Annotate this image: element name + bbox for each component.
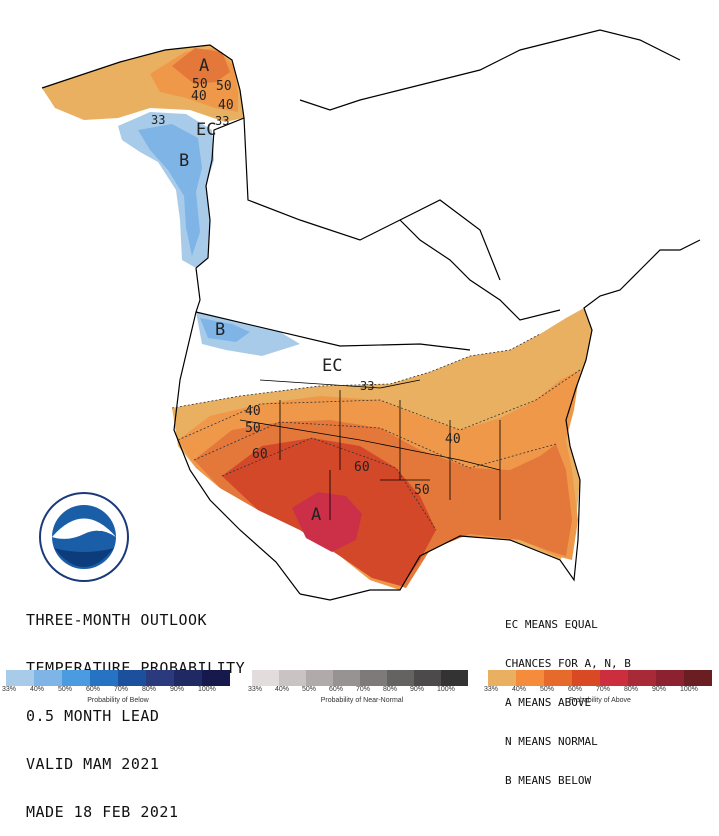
key-line: CHANCES FOR A, N, B [505, 657, 631, 670]
scale-tick: 90% [410, 686, 425, 693]
scale-swatch [572, 670, 600, 686]
conus-60-west-label: 60 [252, 447, 268, 462]
scale-tick: 33% [2, 686, 17, 693]
scale-swatch [360, 670, 387, 686]
scale-tick: 100% [437, 686, 455, 693]
scale-tick: 50% [540, 686, 555, 693]
scale-tick: 70% [114, 686, 129, 693]
conus-40-west-label: 40 [245, 404, 261, 419]
alaska-40b-label: 40 [218, 98, 234, 113]
conus-ec-label: EC [322, 356, 342, 376]
title-line: THREE-MONTH OUTLOOK [26, 611, 208, 629]
key-line: A MEANS ABOVE [505, 696, 592, 709]
category-key: EC MEANS EQUAL CHANCES FOR A, N, B A MEA… [505, 592, 631, 800]
scale-swatch [414, 670, 441, 686]
scale-swatch [684, 670, 712, 686]
scale-tick: 50% [302, 686, 317, 693]
scale-swatch [656, 670, 684, 686]
above-scale-ticks: 33% 40% 50% 60% 70% 80% 90% 100% [484, 686, 708, 693]
scale-tick: 40% [30, 686, 45, 693]
scale-tick: 60% [86, 686, 101, 693]
key-line: N MEANS NORMAL [505, 735, 598, 748]
conus-50-west-label: 50 [245, 421, 261, 436]
alaska-50b-label: 50 [216, 79, 232, 94]
scale-swatch [174, 670, 202, 686]
scale-swatch [62, 670, 90, 686]
boundary-lines [41, 29, 701, 601]
key-line: B MEANS BELOW [505, 774, 592, 787]
scale-swatch [628, 670, 656, 686]
scale-tick: 100% [680, 686, 698, 693]
scale-swatch [34, 670, 62, 686]
scale-swatch [90, 670, 118, 686]
alaska-33b-label: 33 [215, 114, 229, 128]
near-normal-scale-ticks: 33% 40% 50% 60% 70% 80% 90% 100% [248, 686, 464, 693]
conus-60-central-label: 60 [354, 460, 370, 475]
alaska-ec-label: EC [196, 120, 216, 140]
outlook-map: A 50 50 40 40 33 33 EC B B EC 33 40 40 5… [39, 29, 701, 601]
alaska-above-50-area [172, 48, 230, 84]
scale-tick: 60% [568, 686, 583, 693]
scale-tick: 90% [170, 686, 185, 693]
near-normal-scale-caption: Probability of Near-Normal [320, 697, 404, 704]
scale-swatch [252, 670, 279, 686]
above-scale-caption: Probability of Above [569, 697, 631, 704]
scale-tick: 80% [383, 686, 398, 693]
alaska-above-label: A [199, 56, 209, 76]
scale-tick: 80% [142, 686, 157, 693]
scale-swatch [202, 670, 230, 686]
scale-tick: 100% [198, 686, 216, 693]
alaska-33-label: 33 [151, 113, 165, 127]
below-scale-ticks: 33% 40% 50% 60% 70% 80% 90% 100% [2, 686, 226, 693]
scale-tick: 50% [58, 686, 73, 693]
noaa-logo: NOAA [39, 492, 129, 582]
probability-contours [171, 333, 581, 531]
scale-tick: 33% [248, 686, 263, 693]
pnw-below-label: B [215, 320, 225, 340]
scale-swatch [387, 670, 414, 686]
title-line: VALID MAM 2021 [26, 755, 160, 773]
alaska-40-label: 40 [191, 89, 207, 104]
title-line: MADE 18 FEB 2021 [26, 803, 179, 821]
scale-tick: 70% [356, 686, 371, 693]
above-scale [488, 670, 712, 686]
noaa-logo-text: NOAA [68, 522, 100, 534]
scale-swatch [488, 670, 516, 686]
scale-tick: 60% [329, 686, 344, 693]
scale-tick: 70% [596, 686, 611, 693]
panhandle-below-label: B [179, 151, 189, 171]
conus-50-south-label: 50 [414, 483, 430, 498]
scale-swatch [441, 670, 468, 686]
conus-33-label: 33 [360, 379, 374, 393]
outlook-title: THREE-MONTH OUTLOOK TEMPERATURE PROBABIL… [26, 580, 245, 836]
alaska-below-40-area [138, 124, 202, 256]
scale-swatch [279, 670, 306, 686]
conus-40-east-label: 40 [445, 432, 461, 447]
scale-swatch [544, 670, 572, 686]
scale-tick: 40% [275, 686, 290, 693]
conus-above-label: A [311, 505, 321, 525]
scale-swatch [146, 670, 174, 686]
below-scale-caption: Probability of Below [87, 697, 149, 704]
scale-tick: 90% [652, 686, 667, 693]
scale-swatch [306, 670, 333, 686]
alaska-50-label: 50 [192, 77, 208, 92]
pnw-below-40-area [200, 318, 250, 342]
scale-swatch [118, 670, 146, 686]
scale-tick: 33% [484, 686, 499, 693]
near-normal-scale [252, 670, 468, 686]
scale-swatch [333, 670, 360, 686]
key-line: EC MEANS EQUAL [505, 618, 598, 631]
scale-swatch [516, 670, 544, 686]
conus-above-70-area [292, 492, 362, 552]
title-line: 0.5 MONTH LEAD [26, 707, 160, 725]
below-scale [6, 670, 230, 686]
scale-tick: 80% [624, 686, 639, 693]
scale-swatch [600, 670, 628, 686]
scale-swatch [6, 670, 34, 686]
scale-tick: 40% [512, 686, 527, 693]
